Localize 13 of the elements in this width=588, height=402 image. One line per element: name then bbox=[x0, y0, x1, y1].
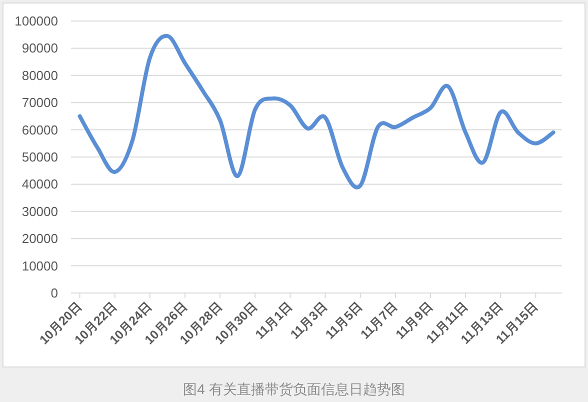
y-tick-label: 100000 bbox=[14, 14, 58, 28]
y-tick-label: 40000 bbox=[22, 176, 58, 192]
y-tick-label: 90000 bbox=[22, 40, 58, 56]
caption: 图4 有关直播带货负面信息日趋势图 bbox=[183, 381, 405, 397]
y-tick-label: 20000 bbox=[22, 231, 58, 246]
y-tick-label: 60000 bbox=[22, 122, 58, 138]
y-tick-label: 80000 bbox=[22, 68, 58, 83]
y-tick-label: 50000 bbox=[22, 150, 58, 164]
line-series bbox=[78, 34, 556, 188]
y-tick-label: 10000 bbox=[22, 258, 58, 274]
y-tick-label: 30000 bbox=[22, 204, 58, 219]
y-tick-label: 70000 bbox=[22, 95, 58, 110]
y-tick-label: 0 bbox=[50, 286, 58, 300]
